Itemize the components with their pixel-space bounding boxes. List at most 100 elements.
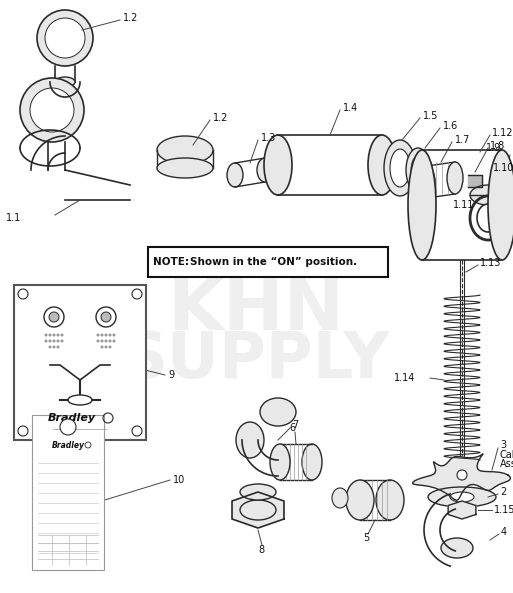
- Circle shape: [45, 340, 48, 343]
- Circle shape: [112, 340, 115, 343]
- Ellipse shape: [470, 185, 506, 205]
- Text: 1.5: 1.5: [423, 111, 439, 121]
- Text: 6: 6: [289, 423, 295, 433]
- Ellipse shape: [477, 204, 499, 232]
- Text: 9: 9: [168, 370, 174, 380]
- Circle shape: [49, 346, 51, 349]
- Circle shape: [44, 307, 64, 327]
- Ellipse shape: [68, 395, 92, 405]
- Text: 1.4: 1.4: [343, 103, 358, 113]
- Ellipse shape: [408, 150, 436, 260]
- Ellipse shape: [447, 162, 463, 194]
- Ellipse shape: [428, 487, 496, 507]
- Bar: [148, 247, 388, 277]
- Circle shape: [49, 312, 59, 322]
- Text: Assembly: Assembly: [500, 459, 513, 469]
- Ellipse shape: [346, 480, 374, 520]
- Text: SUPPLY: SUPPLY: [122, 329, 390, 391]
- Polygon shape: [468, 175, 482, 187]
- Circle shape: [101, 346, 104, 349]
- Ellipse shape: [55, 77, 75, 87]
- Ellipse shape: [264, 135, 292, 195]
- Bar: [14, 285, 146, 440]
- Circle shape: [52, 340, 55, 343]
- Circle shape: [61, 340, 64, 343]
- Ellipse shape: [227, 163, 243, 187]
- Text: 1.3: 1.3: [261, 133, 276, 143]
- Text: 1.15: 1.15: [494, 505, 513, 515]
- Circle shape: [498, 173, 508, 183]
- Ellipse shape: [332, 488, 348, 508]
- Ellipse shape: [376, 480, 404, 520]
- Text: KHN: KHN: [168, 276, 345, 345]
- Ellipse shape: [240, 484, 276, 500]
- Text: 1.6: 1.6: [443, 121, 458, 131]
- Ellipse shape: [441, 538, 473, 558]
- Circle shape: [52, 333, 55, 336]
- Text: 1.7: 1.7: [455, 135, 470, 145]
- Circle shape: [105, 340, 108, 343]
- Circle shape: [132, 426, 142, 436]
- Circle shape: [96, 307, 116, 327]
- Ellipse shape: [419, 166, 435, 198]
- Text: 1.9: 1.9: [486, 143, 501, 153]
- Ellipse shape: [157, 136, 213, 164]
- Ellipse shape: [406, 148, 430, 192]
- Text: ─────────────────: ─────────────────: [52, 428, 108, 432]
- Text: 5: 5: [363, 533, 369, 543]
- Text: 1.2: 1.2: [123, 13, 139, 23]
- Circle shape: [101, 333, 104, 336]
- Ellipse shape: [384, 140, 416, 196]
- Circle shape: [56, 333, 60, 336]
- Text: 1.8: 1.8: [490, 141, 505, 151]
- Text: 3: 3: [500, 440, 506, 450]
- Ellipse shape: [270, 444, 290, 480]
- Ellipse shape: [302, 444, 322, 480]
- Circle shape: [37, 10, 93, 66]
- Circle shape: [45, 18, 85, 58]
- Ellipse shape: [450, 492, 474, 502]
- Circle shape: [18, 289, 28, 299]
- Ellipse shape: [390, 149, 410, 187]
- Circle shape: [457, 470, 467, 480]
- Circle shape: [96, 340, 100, 343]
- Circle shape: [96, 333, 100, 336]
- Circle shape: [49, 340, 51, 343]
- Circle shape: [105, 346, 108, 349]
- Ellipse shape: [236, 422, 264, 458]
- Text: 10: 10: [173, 475, 185, 485]
- Circle shape: [45, 333, 48, 336]
- Ellipse shape: [157, 158, 213, 178]
- Circle shape: [52, 346, 55, 349]
- Circle shape: [56, 340, 60, 343]
- Text: Cabinet: Cabinet: [500, 450, 513, 460]
- Text: Shown in the “ON” position.: Shown in the “ON” position.: [190, 257, 357, 267]
- Circle shape: [30, 88, 74, 132]
- Text: 1.12: 1.12: [492, 128, 513, 138]
- Text: NOTE:: NOTE:: [153, 257, 189, 267]
- Circle shape: [112, 333, 115, 336]
- Circle shape: [109, 340, 111, 343]
- Circle shape: [109, 346, 111, 349]
- Circle shape: [60, 419, 76, 435]
- Text: 1.13: 1.13: [480, 258, 501, 268]
- Polygon shape: [412, 454, 510, 500]
- Text: Bradley: Bradley: [51, 441, 85, 449]
- Text: 4: 4: [501, 527, 507, 537]
- Ellipse shape: [257, 158, 273, 182]
- Circle shape: [61, 333, 64, 336]
- Ellipse shape: [240, 500, 276, 520]
- Polygon shape: [448, 501, 476, 519]
- Circle shape: [18, 426, 28, 436]
- Circle shape: [101, 340, 104, 343]
- Text: 1.1: 1.1: [6, 213, 21, 223]
- Polygon shape: [232, 492, 284, 528]
- Text: 2: 2: [500, 487, 506, 497]
- Text: 8: 8: [258, 545, 264, 555]
- Text: 1.2: 1.2: [213, 113, 228, 123]
- Bar: [32, 415, 104, 570]
- Text: 1.10: 1.10: [493, 163, 513, 173]
- Ellipse shape: [411, 156, 425, 184]
- Ellipse shape: [260, 398, 296, 426]
- Circle shape: [105, 333, 108, 336]
